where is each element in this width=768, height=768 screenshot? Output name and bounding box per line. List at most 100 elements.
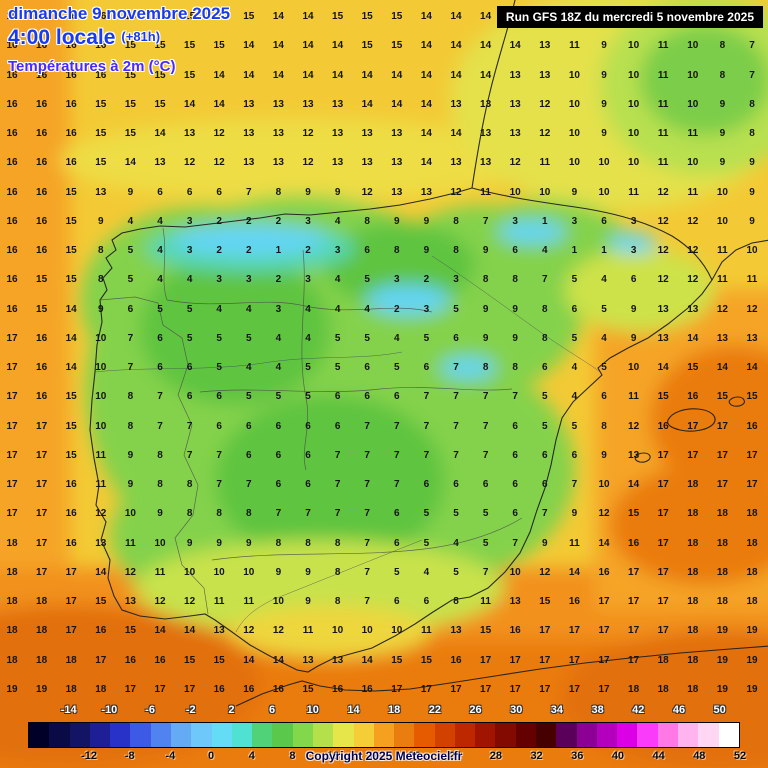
- temp-value: 17: [539, 683, 551, 695]
- temp-value: 8: [601, 420, 607, 432]
- temp-value: 2: [216, 215, 222, 227]
- temp-value: 17: [6, 479, 18, 490]
- temp-value: 7: [364, 449, 370, 461]
- temp-value: 14: [480, 40, 492, 52]
- temp-value: 3: [453, 274, 459, 286]
- colorbar-cell: [252, 723, 273, 747]
- temp-value: 17: [598, 654, 610, 666]
- temp-value: 14: [332, 40, 344, 52]
- temp-value: 4: [601, 332, 607, 344]
- coastline-path: [89, 0, 768, 707]
- temp-value: 5: [127, 245, 134, 256]
- temp-value: 13: [450, 98, 462, 110]
- temp-value: 14: [657, 362, 669, 373]
- temp-value: 19: [746, 625, 758, 637]
- temp-value: 7: [364, 508, 370, 520]
- temp-value: 17: [509, 683, 521, 695]
- temp-value: 17: [598, 683, 610, 695]
- temp-value: 10: [568, 157, 580, 169]
- temp-value: 15: [391, 40, 403, 52]
- colorbar-cell: [69, 723, 90, 747]
- temp-value: 10: [568, 69, 580, 81]
- temp-value: 18: [36, 625, 48, 637]
- temp-value: 10: [598, 479, 610, 490]
- temp-value: 18: [36, 596, 48, 607]
- temp-value: 17: [568, 654, 580, 666]
- temp-value: 16: [36, 128, 48, 139]
- temp-value: 13: [628, 449, 640, 461]
- temp-value: 14: [509, 40, 521, 52]
- temp-value: 5: [275, 391, 282, 403]
- temp-value: 17: [687, 449, 699, 461]
- temp-value: 14: [184, 625, 196, 637]
- temp-value: 17: [657, 508, 669, 520]
- temp-value: 5: [394, 566, 400, 578]
- colorbar-cell: [718, 723, 739, 747]
- temp-value: 13: [332, 128, 344, 139]
- colorbar-tick-label: 12: [327, 750, 340, 762]
- colorbar-tick-label: -8: [124, 750, 135, 762]
- temp-value: 6: [216, 186, 222, 198]
- temp-value: 17: [657, 449, 669, 461]
- temp-value: 8: [453, 215, 459, 227]
- temp-value: 5: [542, 391, 548, 403]
- temp-value: 16: [243, 683, 255, 695]
- temp-value: 8: [275, 537, 282, 549]
- colorbar-cell: [110, 723, 131, 747]
- temp-value: 5: [305, 362, 311, 373]
- temp-value: 16: [36, 11, 48, 22]
- temp-value: 9: [216, 537, 222, 549]
- colorbar-tick-label: -2: [185, 704, 196, 716]
- temp-value: 12: [243, 625, 255, 637]
- temp-value: 10: [628, 98, 640, 110]
- temp-value: 7: [334, 479, 341, 490]
- temp-value: 9: [601, 449, 607, 461]
- colorbar-tick-label: 2: [228, 704, 235, 716]
- colorbar-tick-label: 24: [449, 750, 462, 762]
- colorbar-cell: [150, 723, 171, 747]
- temp-value: 8: [482, 274, 489, 286]
- temp-value: 3: [246, 274, 252, 286]
- temp-value: 7: [246, 479, 252, 490]
- temp-value: 11: [717, 274, 728, 286]
- temp-value: 7: [542, 508, 548, 520]
- forecast-offset-label: (+81h): [121, 29, 161, 44]
- temp-value: 5: [334, 332, 341, 344]
- temp-value: 6: [246, 420, 252, 432]
- temp-value: 16: [154, 654, 166, 666]
- temp-value: 12: [213, 128, 225, 139]
- temp-value: 5: [364, 274, 370, 286]
- temp-value: 16: [213, 683, 225, 695]
- temp-value: 15: [332, 11, 344, 22]
- rivers: [94, 255, 601, 633]
- temp-value: 11: [687, 186, 699, 198]
- temp-value: 15: [154, 40, 166, 52]
- temp-value: 17: [628, 654, 640, 666]
- temp-value: 4: [542, 245, 548, 256]
- temp-value: 6: [512, 479, 518, 490]
- temp-value: 5: [216, 332, 222, 344]
- temp-value: 16: [657, 420, 669, 432]
- temp-value: 4: [305, 332, 311, 344]
- temp-value: 12: [687, 245, 699, 256]
- temp-value: 8: [334, 596, 341, 607]
- temp-value: 6: [364, 391, 370, 403]
- temp-value: 4: [246, 303, 252, 315]
- temp-value: 17: [539, 654, 551, 666]
- temp-value: 11: [569, 40, 580, 52]
- temp-value: 16: [36, 332, 48, 344]
- colorbar-cell: [536, 723, 557, 747]
- temp-value: 16: [65, 508, 77, 520]
- temp-value: 6: [364, 362, 370, 373]
- colorbar-tick-label: 0: [208, 750, 215, 762]
- temp-value: 15: [65, 274, 77, 286]
- temp-value: 13: [539, 40, 551, 52]
- temp-value: 18: [6, 537, 18, 549]
- temp-value: 9: [305, 566, 311, 578]
- temp-value: 7: [749, 40, 755, 52]
- temp-value: 14: [598, 537, 610, 549]
- colorbar-tick-label: -4: [165, 750, 176, 762]
- temp-value: 12: [539, 128, 551, 139]
- temp-value: 17: [657, 566, 669, 578]
- temp-value: 12: [657, 215, 669, 227]
